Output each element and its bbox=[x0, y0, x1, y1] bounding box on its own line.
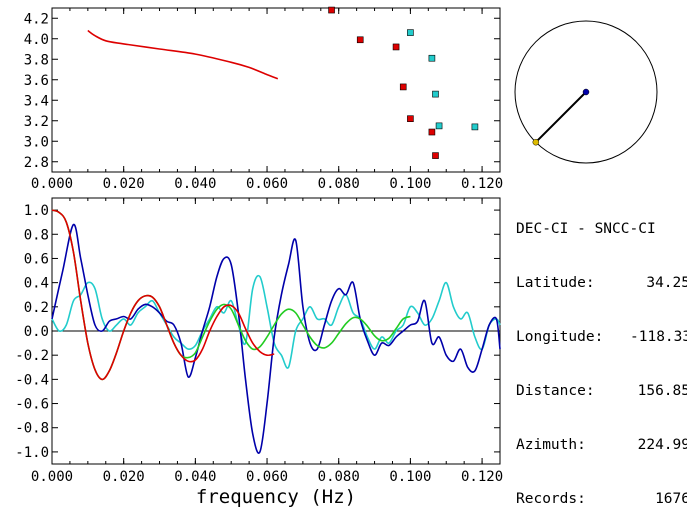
x-tick-label: 0.120 bbox=[461, 469, 503, 485]
red-square bbox=[399, 83, 407, 91]
info-label: Longitude: bbox=[516, 329, 604, 345]
x-axis-label: frequency (Hz) bbox=[196, 486, 356, 508]
y-tick-label: 4.0 bbox=[24, 32, 49, 48]
dispersion-marks bbox=[87, 6, 479, 159]
info-value: 156.85 bbox=[637, 383, 687, 399]
cyan-square bbox=[428, 54, 436, 62]
x-tick-label: 0.020 bbox=[103, 469, 145, 485]
y-tick-label: 0.2 bbox=[24, 300, 49, 316]
red-square bbox=[392, 43, 400, 51]
cyan-square bbox=[435, 122, 443, 130]
x-tick-label: 0.040 bbox=[174, 469, 216, 485]
x-tick-label: 0.000 bbox=[31, 176, 73, 192]
y-tick-label: -0.2 bbox=[15, 348, 49, 364]
red-square bbox=[428, 128, 436, 136]
info-value: 1676 bbox=[655, 491, 687, 507]
red-series-line bbox=[51, 209, 275, 381]
station-info: DEC-CI - SNCC-CI Latitude: 34.25 Longitud… bbox=[516, 184, 687, 526]
x-tick-label: 0.060 bbox=[246, 176, 288, 192]
x-tick-label: 0.040 bbox=[174, 176, 216, 192]
info-row-longitude: Longitude: -118.33 bbox=[516, 328, 687, 346]
y-tick-label: -0.8 bbox=[15, 421, 49, 437]
spectra-panel: 0.000 0.020 0.040 0.060 0.080 0.100 0.120 1.0 0.… bbox=[15, 197, 503, 508]
station-title: DEC-CI - SNCC-CI bbox=[516, 221, 656, 237]
x-tick-label: 0.000 bbox=[31, 469, 73, 485]
info-row-azimuth: Azimuth: 224.99 bbox=[516, 436, 687, 454]
info-value: -118.33 bbox=[630, 329, 687, 345]
x-tick-label: 0.100 bbox=[389, 469, 431, 485]
x-tick-label: 0.100 bbox=[389, 176, 431, 192]
blue-series-line bbox=[51, 223, 501, 454]
x-tick-label: 0.020 bbox=[103, 176, 145, 192]
dispersion-panel: 0.000 0.020 0.040 0.060 0.080 0.100 0.120 4.2 4.… bbox=[24, 6, 503, 192]
y-tick-label: 3.0 bbox=[24, 134, 49, 150]
dispersion-axis-ticks: 0.000 0.020 0.040 0.060 0.080 0.100 0.120 4.2 4.… bbox=[24, 8, 503, 192]
x-tick-label: 0.080 bbox=[318, 176, 360, 192]
y-tick-label: 0.8 bbox=[24, 227, 49, 243]
y-tick-label: 3.6 bbox=[24, 73, 49, 89]
dial-needle bbox=[535, 91, 587, 143]
red-square bbox=[328, 6, 335, 14]
cyan-square bbox=[407, 29, 414, 36]
x-tick-label: 0.080 bbox=[318, 469, 360, 485]
y-tick-label: 1.0 bbox=[24, 203, 49, 219]
info-value: 224.99 bbox=[637, 437, 687, 453]
info-label: Distance: bbox=[516, 383, 595, 399]
cyan-square bbox=[432, 90, 439, 98]
info-value: 34.25 bbox=[646, 275, 687, 291]
y-tick-label: 3.4 bbox=[24, 93, 49, 109]
x-tick-label: 0.060 bbox=[246, 469, 288, 485]
y-tick-label: -0.6 bbox=[15, 397, 49, 413]
y-tick-label: 3.2 bbox=[24, 114, 49, 130]
dispersion-plot-frame bbox=[51, 7, 501, 173]
x-tick-label: 0.120 bbox=[461, 176, 503, 192]
info-label: Records: bbox=[516, 491, 586, 507]
spectra-marks bbox=[51, 209, 501, 454]
cyan-square bbox=[471, 123, 479, 131]
dial-tip-dot bbox=[532, 138, 540, 146]
y-tick-label: 2.8 bbox=[24, 155, 49, 171]
info-row-distance: Distance: 156.85 bbox=[516, 382, 687, 400]
red-square bbox=[407, 115, 414, 122]
y-tick-label: 0.6 bbox=[24, 251, 49, 267]
y-tick-label: -1.0 bbox=[15, 445, 49, 461]
y-tick-label: 0.0 bbox=[24, 324, 49, 340]
y-tick-label: -0.4 bbox=[15, 372, 49, 388]
red-square bbox=[356, 36, 364, 44]
dial-circle bbox=[514, 20, 658, 164]
info-label: Latitude: bbox=[516, 275, 595, 291]
info-row-records: Records: 1676 bbox=[516, 490, 687, 508]
dial-center-dot bbox=[582, 88, 590, 96]
red-square bbox=[432, 152, 439, 159]
red-curve bbox=[87, 29, 279, 80]
y-tick-label: 0.4 bbox=[24, 276, 49, 292]
y-tick-label: 3.8 bbox=[24, 52, 49, 68]
info-label: Azimuth: bbox=[516, 437, 586, 453]
info-row-latitude: Latitude: 34.25 bbox=[516, 274, 687, 292]
spectra-axis-ticks: 0.000 0.020 0.040 0.060 0.080 0.100 0.120 1.0 0.… bbox=[15, 198, 503, 485]
y-tick-label: 4.2 bbox=[24, 11, 49, 27]
azimuth-dial bbox=[514, 20, 658, 164]
